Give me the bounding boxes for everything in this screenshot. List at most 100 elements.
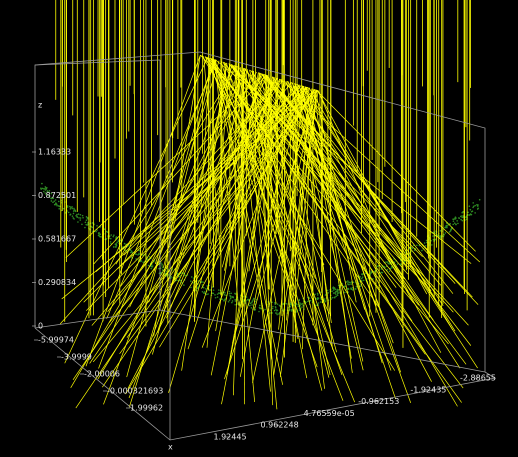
render-point	[71, 208, 73, 210]
render-point	[78, 217, 80, 219]
render-point	[99, 234, 101, 236]
render-point	[461, 217, 463, 219]
render-point	[336, 289, 338, 291]
render-point	[327, 292, 329, 294]
render-point	[320, 301, 322, 303]
render-point	[100, 236, 102, 238]
render-point	[471, 211, 473, 213]
y-tick-label: -0.000321693	[107, 386, 163, 395]
render-point	[205, 288, 207, 290]
render-point	[347, 284, 349, 286]
render-point	[316, 298, 318, 300]
render-point	[116, 244, 118, 246]
render-point	[385, 261, 387, 263]
render-point	[374, 271, 376, 273]
render-point	[276, 312, 278, 314]
render-point	[307, 301, 309, 303]
render-point	[300, 303, 302, 305]
render-point	[72, 215, 74, 217]
render-point	[207, 293, 209, 295]
render-point	[206, 294, 208, 296]
render-point	[470, 209, 472, 211]
render-point	[228, 301, 230, 303]
render-point	[116, 242, 118, 244]
render-point	[455, 216, 457, 218]
render-point	[229, 299, 231, 301]
render-point	[477, 208, 479, 210]
render-point	[348, 288, 350, 290]
render-point	[309, 297, 311, 299]
render-point	[128, 245, 130, 247]
render-point	[344, 292, 346, 294]
x-tick-label: -2.88655	[460, 374, 496, 383]
render-point	[301, 304, 303, 306]
x-tick-label: 4.76559e-05	[304, 409, 355, 418]
render-point	[162, 269, 164, 271]
render-point	[462, 211, 464, 213]
render-point	[353, 281, 355, 283]
render-point	[217, 293, 219, 295]
render-point	[152, 265, 154, 267]
render-point	[472, 202, 474, 204]
render-point	[350, 282, 352, 284]
render-point	[73, 210, 75, 212]
render-point	[285, 303, 287, 305]
z-tick-label: 1.16333	[38, 148, 71, 157]
render-point	[110, 241, 112, 243]
render-point	[92, 227, 94, 229]
render-point	[55, 202, 57, 204]
render-point	[337, 291, 339, 293]
render-point	[411, 248, 413, 250]
render-point	[106, 231, 108, 233]
render-point	[251, 304, 253, 306]
plot-3d: z x 00.2908340.5816670.8725011.16333-5.9…	[0, 0, 518, 457]
render-point	[69, 206, 71, 208]
render-point	[337, 294, 339, 296]
render-point	[59, 205, 61, 207]
render-point	[68, 212, 70, 214]
render-point	[190, 287, 192, 289]
render-point	[324, 301, 326, 303]
render-point	[213, 289, 215, 291]
render-point	[229, 293, 231, 295]
render-point	[184, 275, 186, 277]
render-point	[291, 310, 293, 312]
render-point	[397, 263, 399, 265]
render-point	[234, 293, 236, 295]
render-point	[73, 218, 75, 220]
render-point	[334, 292, 336, 294]
render-point	[467, 212, 469, 214]
render-point	[224, 292, 226, 294]
render-point	[113, 234, 115, 236]
render-point	[449, 223, 451, 225]
x-tick-label: 0.962248	[261, 421, 299, 430]
render-point	[52, 201, 54, 203]
x-axis-label: x	[168, 443, 173, 452]
render-point	[301, 306, 303, 308]
render-point	[349, 282, 351, 284]
render-point	[474, 205, 476, 207]
render-point	[431, 244, 433, 246]
render-point	[298, 299, 300, 301]
render-point	[110, 234, 112, 236]
render-point	[350, 287, 352, 289]
y-tick-label: 1.99962	[130, 404, 163, 413]
render-point	[80, 217, 82, 219]
render-point	[77, 221, 79, 223]
render-point	[251, 307, 253, 309]
render-point	[452, 224, 454, 226]
render-point	[224, 294, 226, 296]
render-point	[283, 304, 285, 306]
render-point	[63, 208, 65, 210]
render-point	[338, 289, 340, 291]
render-point	[318, 302, 320, 304]
render-point	[363, 280, 365, 282]
render-point	[161, 263, 163, 265]
render-point	[335, 291, 337, 293]
render-point	[110, 238, 112, 240]
render-point	[272, 306, 274, 308]
render-point	[86, 216, 88, 218]
render-point	[387, 261, 389, 263]
render-point	[477, 205, 479, 207]
render-point	[231, 302, 233, 304]
